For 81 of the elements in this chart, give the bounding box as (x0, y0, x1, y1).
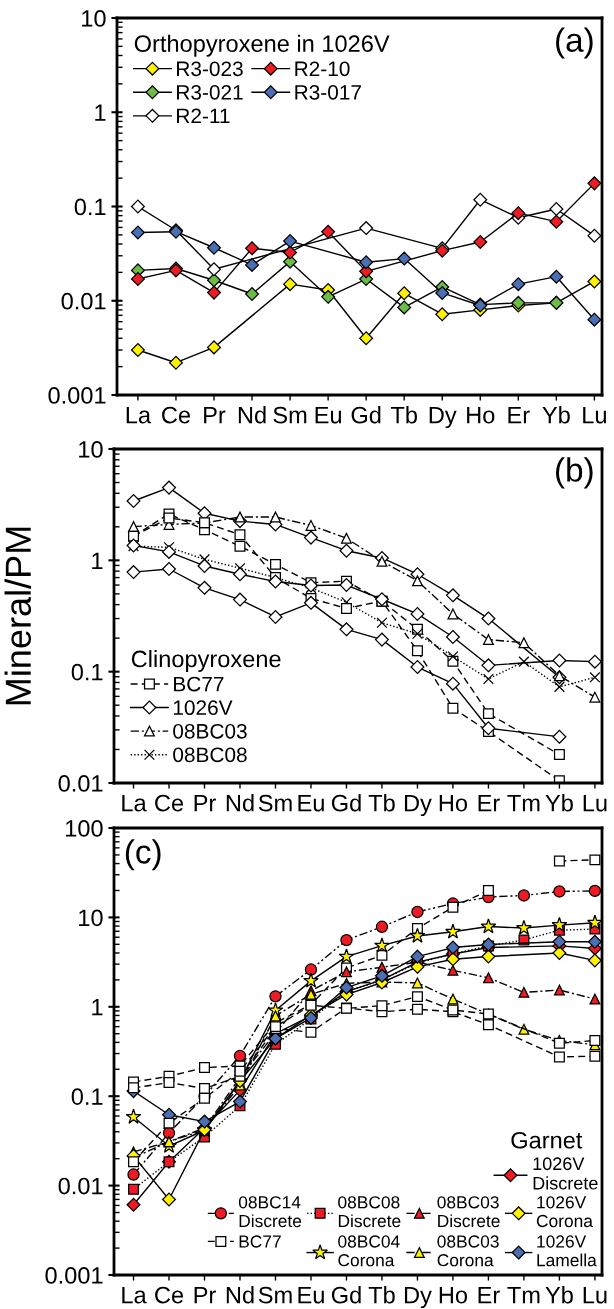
x-tick-label: Pr (204, 406, 226, 424)
x-tick-label: Lu (583, 406, 606, 424)
x-tick-label: Gd (331, 794, 361, 812)
legend-label: 1026V Corona (536, 1196, 593, 1228)
x-tick-label: Ho (439, 1286, 468, 1304)
y-tick-label: 0.001 (48, 387, 106, 404)
x-tick-label: Tb (368, 794, 395, 812)
x-tick-label: La (122, 1286, 147, 1304)
legend-label: 08BC08 Discrete (338, 1196, 401, 1228)
x-tick-label: Nd (238, 406, 266, 424)
legend-label: 08BC08 (173, 747, 247, 763)
y-tick-label: 100 (65, 820, 103, 837)
legend-label: 08BC03 (173, 723, 247, 739)
x-tick-label: Tb (368, 1286, 395, 1304)
y-tick-label: 1 (95, 104, 106, 121)
x-tick-label: Tm (507, 1286, 540, 1304)
y-tick-label: 0.01 (58, 775, 103, 792)
y-tick-label: 1 (92, 999, 103, 1016)
x-tick-label: Ce (155, 1286, 184, 1304)
x-tick-label: Er (508, 406, 530, 424)
y-tick-label: 10 (82, 10, 106, 27)
y-tick-label: 0.1 (74, 198, 106, 216)
x-tick-label: Ce (162, 406, 190, 424)
x-tick-label: Er (478, 794, 500, 812)
x-tick-label: Tm (507, 794, 540, 812)
x-tick-label: Gd (331, 1286, 361, 1304)
legend-label: 1026V Discrete (533, 1157, 598, 1190)
x-tick-label: Nd (226, 794, 254, 812)
legend-label: BC77 (174, 676, 224, 692)
x-tick-label: Lu (583, 1286, 607, 1304)
x-tick-label: Nd (226, 1286, 254, 1304)
y-axis-title: Mineral/PM (4, 527, 32, 705)
x-tick-label: Lu (583, 794, 607, 812)
y-tick-label: 0.1 (71, 663, 103, 681)
y-tick-label: 10 (79, 909, 103, 927)
x-tick-label: Tb (390, 406, 417, 424)
y-tick-label: 0.01 (61, 292, 106, 310)
legend-label: R2-10 (295, 61, 350, 77)
legend-label: R3-023 (177, 61, 243, 77)
y-tick-label: 0.001 (45, 1267, 103, 1284)
y-tick-label: 0.1 (71, 1088, 103, 1105)
x-tick-label: Sm (273, 406, 307, 424)
legend-label: 08BC04 Corona (338, 1235, 400, 1267)
legend-label: R2-11 (177, 108, 230, 124)
x-tick-label: Ho (439, 794, 468, 812)
legend-label: 08BC03 Discrete (437, 1196, 500, 1228)
legend-label: R3-017 (295, 84, 361, 100)
x-tick-label: Pr (194, 794, 216, 812)
x-tick-label: Dy (404, 794, 432, 817)
annotation: (a) (556, 27, 593, 59)
x-tick-label: Ce (155, 794, 184, 812)
annotation: (c) (125, 839, 161, 871)
legend-label: 1026V Lamella (537, 1235, 597, 1267)
x-tick-label: Dy (404, 1286, 432, 1309)
x-tick-label: Ho (467, 406, 495, 424)
legend-title: Orthopyroxene in 1026V (134, 34, 390, 57)
x-tick-label: Eu (298, 794, 324, 812)
legend-label: 08BC14 Discrete (238, 1196, 302, 1228)
x-tick-label: Dy (429, 406, 457, 429)
legend-label: R3-021 (177, 84, 243, 100)
x-tick-label: Gd (351, 406, 381, 424)
x-tick-label: Sm (258, 1286, 292, 1304)
x-tick-label: La (126, 406, 152, 424)
y-tick-label: 1 (92, 552, 103, 569)
x-tick-label: Yb (545, 794, 573, 812)
legend-title: Garnet (511, 1131, 583, 1149)
x-tick-label: Er (478, 1286, 500, 1304)
legend-label: 08BC03 Corona (437, 1235, 499, 1267)
x-tick-label: Eu (315, 406, 341, 424)
x-tick-label: Yb (545, 1286, 573, 1304)
annotation: (b) (556, 457, 593, 489)
legend-title: Clinopyroxene (131, 649, 281, 672)
x-tick-label: Pr (194, 1286, 216, 1304)
y-tick-label: 10 (79, 441, 103, 458)
x-tick-label: Sm (258, 794, 292, 812)
x-tick-label: Eu (298, 1286, 324, 1304)
legend-label: BC77 (239, 1235, 281, 1248)
legend-label: 1026V (173, 700, 233, 716)
x-tick-label: La (122, 794, 147, 812)
x-tick-label: Yb (542, 406, 570, 424)
y-tick-label: 0.01 (58, 1177, 103, 1195)
